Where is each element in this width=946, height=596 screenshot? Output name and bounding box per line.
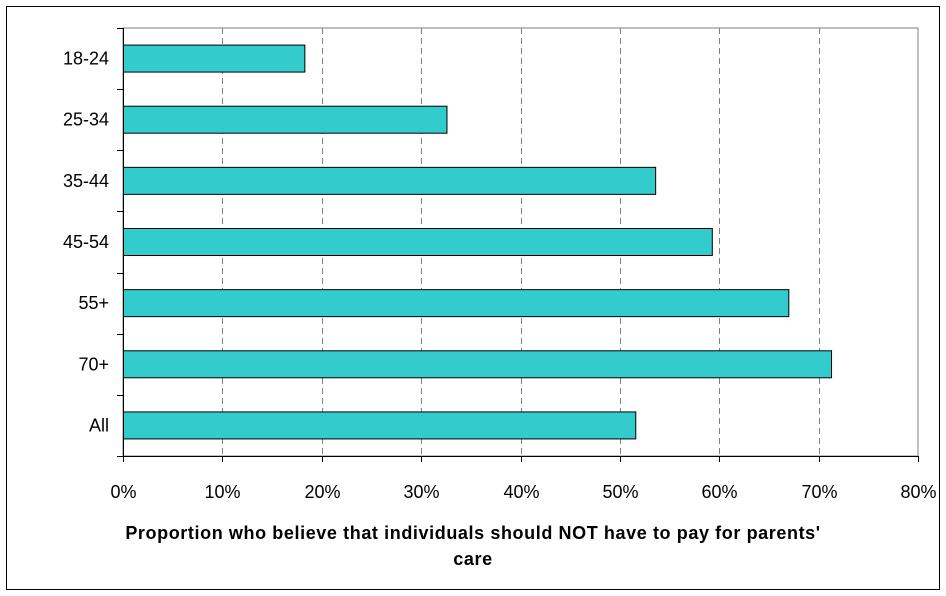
y-category-label-3: 45-54 [63,232,109,252]
x-axis-title-line-2: care [453,549,493,569]
x-tick-label-4: 40% [503,482,539,502]
y-category-label-6: All [89,415,109,435]
y-category-label-2: 35-44 [63,171,109,191]
x-tick-label-6: 60% [701,482,737,502]
x-tick-label-3: 30% [403,482,439,502]
axis-labels: 0% 10% 20% 30% 40% 50% 60% 70% 80% 18-24 25-34 35-4… [63,49,937,502]
bar-45-54 [122,228,713,256]
bar-25-34 [122,105,448,134]
x-tick-label-2: 20% [304,482,340,502]
x-axis-title-line-1: Proportion who believe that individuals … [125,523,821,543]
bar-55- [122,289,790,318]
x-tick-label-0: 0% [110,482,136,502]
y-category-label-0: 18-24 [63,49,109,69]
x-tick-label-5: 50% [602,482,638,502]
bars [122,44,833,440]
axes [117,27,919,462]
x-axis-title: Proportion who believe that individuals … [0,520,946,572]
x-tick-label-7: 70% [801,482,837,502]
bar-18-24 [122,44,306,73]
bar-70- [122,350,833,379]
x-tick-label-1: 10% [204,482,240,502]
bar-all [122,411,637,440]
y-category-label-1: 25-34 [63,110,109,130]
y-category-label-4: 55+ [78,293,109,313]
x-tick-label-8: 80% [900,482,936,502]
bar-35-44 [122,166,657,195]
y-category-label-5: 70+ [78,354,109,374]
